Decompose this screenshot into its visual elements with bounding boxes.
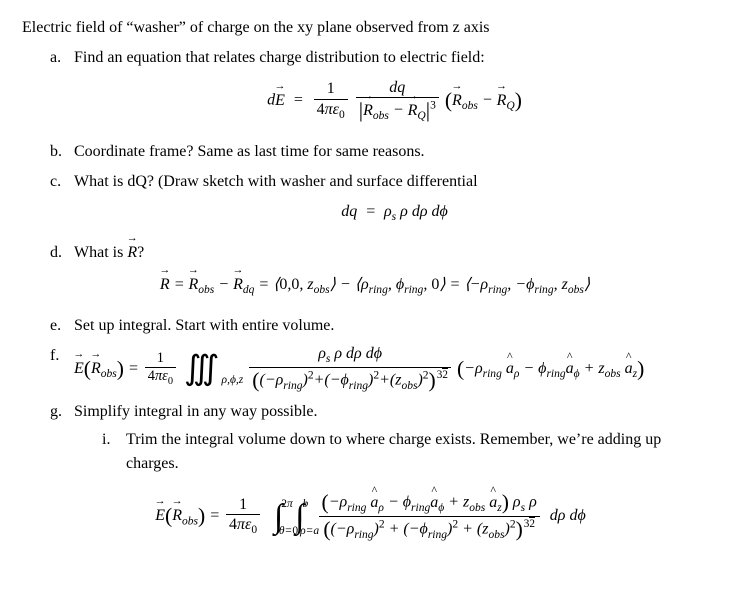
item-c-content: What is dQ? (Draw sketch with washer and… — [74, 170, 715, 235]
item-d-text-pre: What is — [74, 244, 127, 261]
item-g-i-text: Trim the integral volume down to where c… — [126, 431, 661, 472]
item-d-content: What is R? R = Robs − Rdq = ⟨0,0, zobs⟩ … — [74, 241, 715, 308]
equation-d: R = Robs − Rdq = ⟨0,0, zobs⟩ − ⟨ρring, ϕ… — [34, 273, 715, 298]
item-d-text-post: ? — [137, 244, 144, 261]
ordered-list-roman: i. Trim the integral volume down to wher… — [102, 428, 715, 553]
item-g: g. Simplify integral in any way possible… — [50, 400, 715, 557]
equation-g-i: E(Robs) = 14πε0 2π∫θ=0 b∫ρ=a (−ρring aρ … — [26, 490, 715, 543]
equation-f: E(Robs) = 14πε0 ∭ρ,ϕ,z ρs ρ dρ dϕ ((−ρri… — [74, 360, 644, 377]
item-a-text: Find an equation that relates charge dis… — [74, 49, 485, 66]
item-a-content: Find an equation that relates charge dis… — [74, 46, 715, 134]
marker-a: a. — [50, 46, 74, 134]
item-f-content: E(Robs) = 14πε0 ∭ρ,ϕ,z ρs ρ dρ dϕ ((−ρri… — [74, 344, 715, 394]
marker-b: b. — [50, 140, 74, 164]
item-e-text: Set up integral. Start with entire volum… — [74, 317, 334, 334]
item-d: d. What is R? R = Robs − Rdq = ⟨0,0, zob… — [50, 241, 715, 308]
item-f: f. E(Robs) = 14πε0 ∭ρ,ϕ,z ρs ρ dρ dϕ ((−… — [50, 344, 715, 394]
marker-e: e. — [50, 314, 74, 338]
item-g-i-content: Trim the integral volume down to where c… — [126, 428, 715, 553]
marker-f: f. — [50, 344, 74, 394]
ordered-list-alpha: a. Find an equation that relates charge … — [50, 46, 715, 557]
item-g-text: Simplify integral in any way possible. — [74, 403, 318, 420]
item-b-text: Coordinate frame? Same as last time for … — [74, 143, 425, 160]
item-c-text: What is dQ? (Draw sketch with washer and… — [74, 173, 478, 190]
item-b: b. Coordinate frame? Same as last time f… — [50, 140, 715, 164]
equation-c: dq = ρs ρ dρ dϕ — [74, 202, 715, 225]
page-title: Electric field of “washer” of charge on … — [22, 16, 715, 40]
marker-c: c. — [50, 170, 74, 235]
item-g-content: Simplify integral in any way possible. i… — [74, 400, 715, 557]
item-c: c. What is dQ? (Draw sketch with washer … — [50, 170, 715, 235]
item-e: e. Set up integral. Start with entire vo… — [50, 314, 715, 338]
item-b-content: Coordinate frame? Same as last time for … — [74, 140, 715, 164]
item-g-i: i. Trim the integral volume down to wher… — [102, 428, 715, 553]
equation-a: dE = 14πε0 dq|Robs − RQ|3 (Robs − RQ) — [74, 78, 715, 124]
item-e-content: Set up integral. Start with entire volum… — [74, 314, 715, 338]
item-a: a. Find an equation that relates charge … — [50, 46, 715, 134]
